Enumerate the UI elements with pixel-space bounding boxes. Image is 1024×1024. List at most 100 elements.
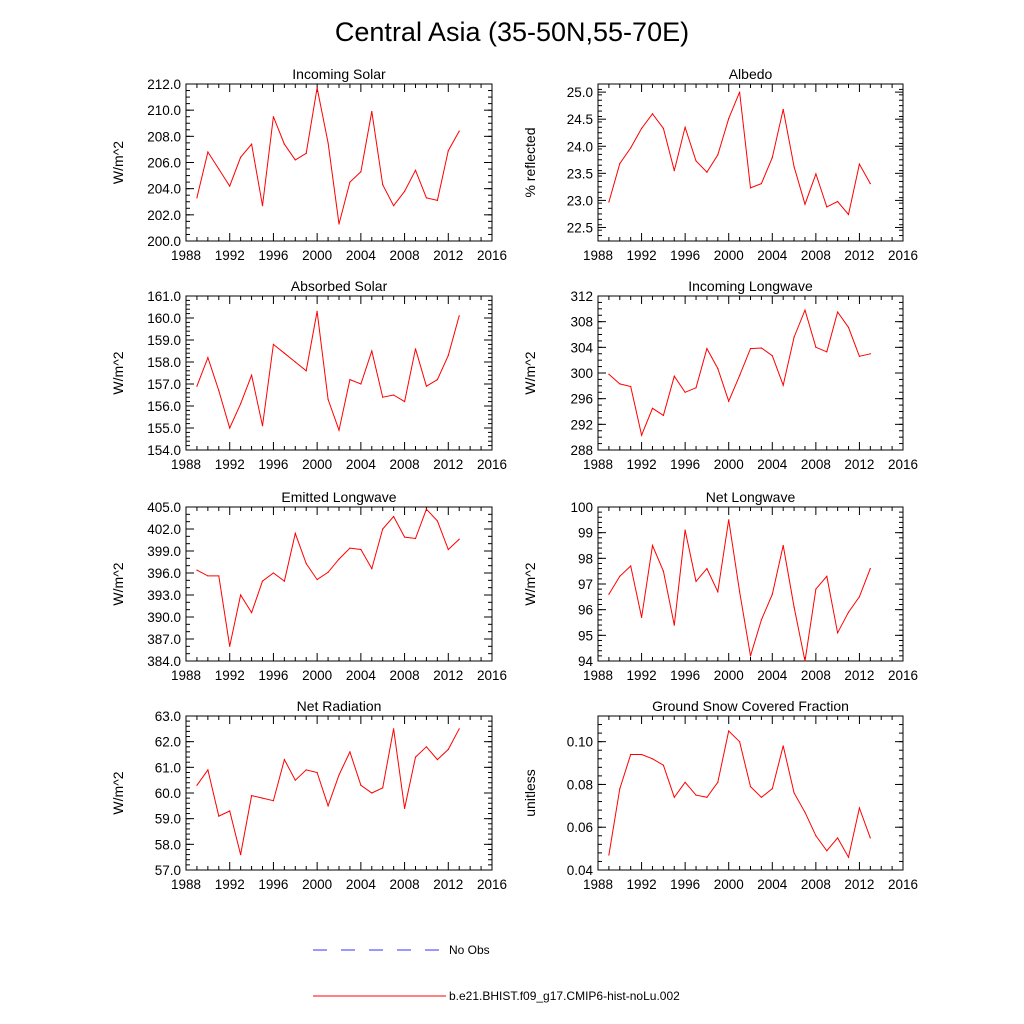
data-point [728, 519, 730, 521]
x-tick-label: 2000 [714, 877, 744, 892]
y-tick-label: 384.0 [147, 654, 181, 669]
x-tick-label: 2012 [844, 457, 874, 472]
y-tick-label: 202.0 [147, 208, 181, 223]
y-tick-label: 59.0 [155, 812, 181, 827]
data-point [229, 645, 231, 647]
data-point [196, 197, 198, 199]
data-point [662, 570, 664, 572]
data-point [619, 788, 621, 790]
data-point [436, 520, 438, 522]
data-point [793, 606, 795, 608]
y-tick-label: 206.0 [147, 156, 181, 171]
data-point [272, 800, 275, 802]
x-tick-label: 2012 [844, 668, 874, 683]
data-point [728, 730, 730, 732]
data-point [425, 508, 428, 510]
y-tick-label: 58.0 [155, 837, 181, 852]
data-point [250, 612, 253, 614]
x-tick-label: 1992 [215, 457, 245, 472]
data-point [695, 580, 697, 583]
y-tick-label: 161.0 [147, 289, 181, 304]
data-point [425, 197, 428, 199]
x-tick-label: 1996 [258, 248, 288, 263]
data-point [869, 568, 871, 570]
data-point [706, 171, 708, 173]
x-tick-label: 2008 [801, 248, 831, 263]
data-point [458, 538, 460, 540]
series-line [608, 308, 871, 437]
x-tick-label: 1988 [171, 248, 201, 263]
data-point [447, 150, 449, 152]
data-point [651, 544, 654, 547]
series-line [196, 728, 460, 855]
data-point [305, 769, 307, 771]
y-axis-label: W/m^2 [110, 771, 126, 814]
data-point [403, 536, 406, 538]
x-tick-label: 2004 [346, 877, 377, 892]
data-point [371, 110, 373, 113]
data-point [250, 794, 253, 797]
data-point [749, 348, 752, 350]
x-tick-label: 2008 [801, 457, 831, 472]
data-point [240, 594, 242, 596]
data-point [869, 837, 871, 839]
y-tick-label: 98 [578, 551, 593, 566]
data-point [261, 797, 264, 799]
data-point [240, 156, 242, 158]
data-point [815, 346, 817, 348]
data-point [458, 728, 460, 730]
data-point [349, 379, 351, 381]
data-point [739, 374, 741, 377]
data-point [338, 774, 340, 776]
data-point [858, 163, 861, 165]
y-axis-label: W/m^2 [110, 562, 126, 605]
y-tick-label: 292 [570, 417, 593, 432]
data-point [706, 796, 708, 798]
data-point [261, 425, 264, 427]
data-point [349, 547, 351, 549]
data-point [218, 168, 220, 170]
x-tick-label: 2000 [302, 668, 332, 683]
data-point [305, 152, 307, 154]
data-point [640, 616, 643, 618]
data-point [858, 807, 861, 809]
data-point [651, 407, 654, 409]
data-point [847, 213, 850, 216]
data-point [250, 143, 253, 145]
data-point [294, 361, 296, 363]
x-tick-label: 1988 [583, 668, 613, 683]
data-point [272, 116, 275, 118]
x-tick-label: 2000 [302, 457, 332, 472]
data-point [436, 759, 438, 761]
y-tick-label: 300 [570, 366, 593, 381]
y-tick-label: 390.0 [147, 610, 181, 625]
y-tick-label: 212.0 [147, 77, 181, 92]
plot-frame [597, 295, 904, 451]
data-point [294, 532, 296, 535]
data-point [640, 753, 643, 756]
data-point [847, 326, 850, 329]
y-tick-label: 61.0 [155, 760, 181, 775]
y-tick-label: 405.0 [147, 500, 181, 515]
series-line [196, 87, 460, 225]
data-point [229, 810, 231, 812]
data-point [316, 579, 318, 581]
x-tick-label: 2016 [477, 668, 507, 683]
data-point [393, 515, 395, 518]
x-tick-label: 2008 [801, 668, 831, 683]
data-point [327, 571, 329, 573]
data-point [229, 427, 231, 429]
data-point [619, 162, 621, 165]
panels: Incoming Solar W/m^2 1988 1992 1996 2000 2004 2… [110, 66, 918, 892]
data-point [218, 815, 220, 817]
x-tick-label: 2012 [433, 877, 463, 892]
panel-1: Incoming Solar W/m^2 1988 1992 1996 2000 2004 2… [110, 66, 507, 263]
data-point [250, 374, 253, 376]
y-tick-label: 22.5 [567, 220, 593, 235]
data-point [717, 367, 719, 370]
y-axis-label: W/m^2 [522, 351, 538, 394]
data-point [739, 741, 741, 743]
data-point [305, 370, 307, 372]
y-tick-label: 158.0 [147, 355, 181, 370]
data-point [771, 157, 773, 159]
